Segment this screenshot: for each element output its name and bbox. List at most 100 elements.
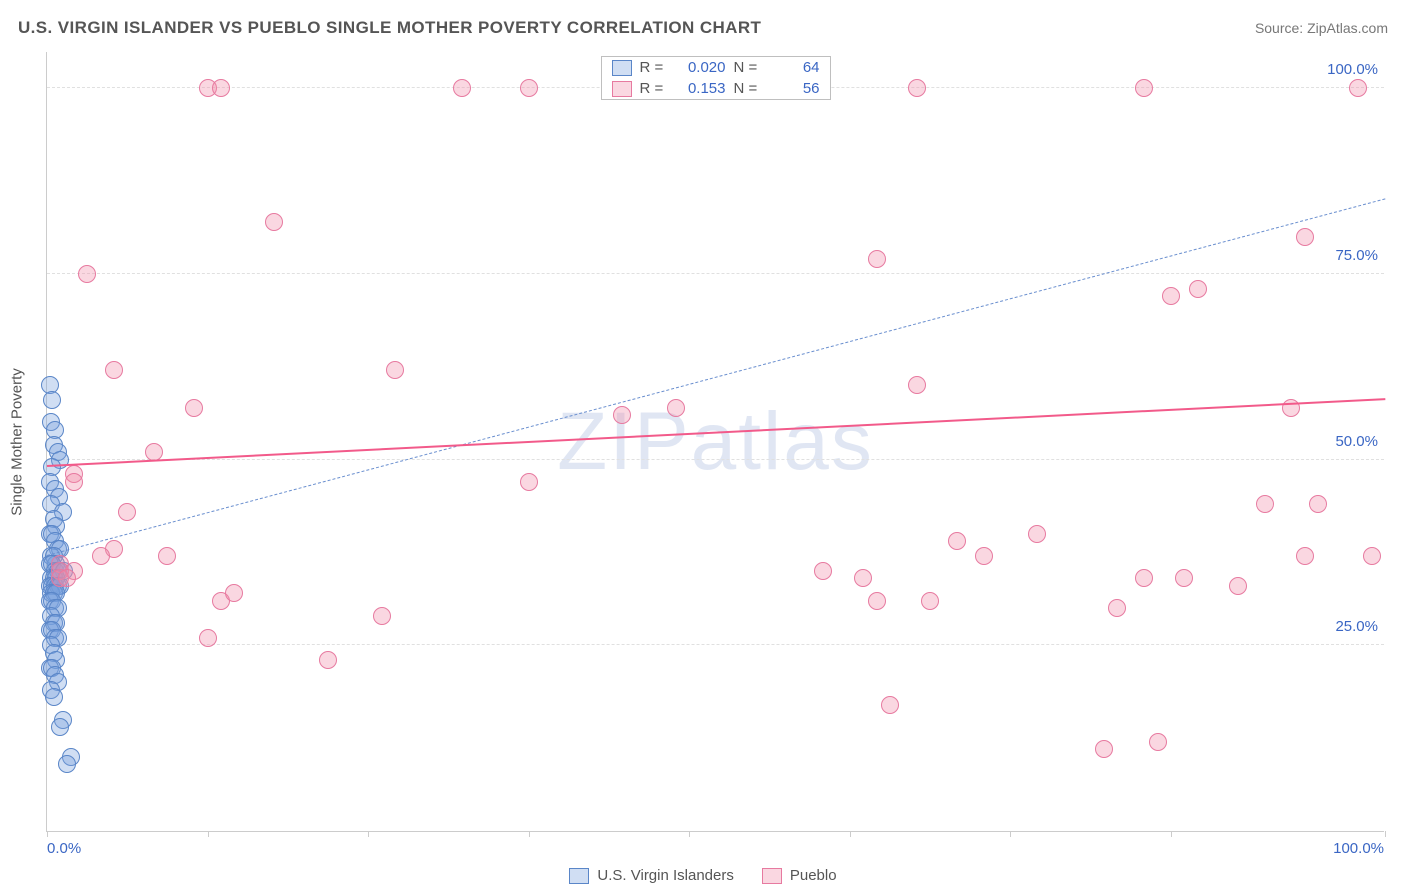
x-tick — [1171, 831, 1172, 837]
N-value: 64 — [770, 59, 820, 76]
scatter-point-b — [1095, 740, 1113, 758]
source-value: ZipAtlas.com — [1307, 20, 1388, 36]
R-value: 0.020 — [676, 59, 726, 76]
scatter-point-b — [1349, 79, 1367, 97]
scatter-point-b — [1282, 399, 1300, 417]
legend-label-a: U.S. Virgin Islanders — [597, 867, 733, 884]
stats-row-b: R = 0.153 N = 56 — [602, 78, 830, 99]
scatter-point-b — [92, 547, 110, 565]
scatter-point-b — [1229, 577, 1247, 595]
scatter-point-b — [212, 79, 230, 97]
scatter-point-b — [1296, 228, 1314, 246]
scatter-point-a — [43, 391, 61, 409]
x-tick-label: 0.0% — [47, 840, 81, 857]
x-tick — [208, 831, 209, 837]
N-label: N = — [734, 80, 762, 97]
scatter-point-b — [373, 607, 391, 625]
scatter-point-b — [65, 473, 83, 491]
scatter-point-b — [1028, 525, 1046, 543]
scatter-point-b — [225, 584, 243, 602]
chart-header: U.S. VIRGIN ISLANDER VS PUEBLO SINGLE MO… — [18, 18, 1388, 38]
legend-swatch-b — [762, 868, 782, 884]
correlation-stats-box: R = 0.020 N = 64 R = 0.153 N = 56 — [601, 56, 831, 100]
x-tick — [368, 831, 369, 837]
trend-line-a — [47, 199, 1385, 557]
R-label: R = — [640, 59, 668, 76]
scatter-point-b — [58, 569, 76, 587]
y-tick-label: 25.0% — [1335, 618, 1378, 635]
scatter-point-b — [881, 696, 899, 714]
legend-label-b: Pueblo — [790, 867, 837, 884]
scatter-point-b — [868, 592, 886, 610]
scatter-point-b — [908, 79, 926, 97]
plot-area: ZIPatlas Single Mother Poverty 25.0%50.0… — [46, 52, 1384, 832]
x-tick — [689, 831, 690, 837]
watermark: ZIPatlas — [557, 395, 874, 489]
y-axis-label: Single Mother Poverty — [9, 368, 26, 516]
scatter-point-b — [1149, 733, 1167, 751]
scatter-point-b — [948, 532, 966, 550]
scatter-point-b — [975, 547, 993, 565]
scatter-point-b — [1309, 495, 1327, 513]
scatter-point-b — [1189, 280, 1207, 298]
stats-row-a: R = 0.020 N = 64 — [602, 57, 830, 78]
x-tick — [850, 831, 851, 837]
scatter-point-b — [1363, 547, 1381, 565]
x-tick — [1385, 831, 1386, 837]
legend-item-a: U.S. Virgin Islanders — [569, 867, 733, 884]
x-tick-label: 100.0% — [1333, 840, 1384, 857]
scatter-point-b — [1175, 569, 1193, 587]
scatter-point-b — [868, 250, 886, 268]
scatter-point-b — [1296, 547, 1314, 565]
source-label: Source: — [1255, 20, 1303, 36]
scatter-point-b — [453, 79, 471, 97]
R-label: R = — [640, 80, 668, 97]
scatter-point-b — [520, 79, 538, 97]
stats-swatch — [612, 60, 632, 76]
scatter-point-b — [814, 562, 832, 580]
N-value: 56 — [770, 80, 820, 97]
x-tick — [47, 831, 48, 837]
chart-title: U.S. VIRGIN ISLANDER VS PUEBLO SINGLE MO… — [18, 18, 761, 38]
trend-line-b — [47, 398, 1385, 467]
gridline — [47, 273, 1384, 274]
scatter-point-b — [613, 406, 631, 424]
scatter-point-b — [520, 473, 538, 491]
x-tick — [1010, 831, 1011, 837]
scatter-point-b — [921, 592, 939, 610]
legend-swatch-a — [569, 868, 589, 884]
stats-swatch — [612, 81, 632, 97]
scatter-point-b — [78, 265, 96, 283]
y-tick-label: 75.0% — [1335, 247, 1378, 264]
scatter-plot: ZIPatlas Single Mother Poverty 25.0%50.0… — [46, 52, 1384, 832]
scatter-point-b — [1108, 599, 1126, 617]
scatter-point-b — [386, 361, 404, 379]
gridline — [47, 459, 1384, 460]
scatter-point-a — [51, 718, 69, 736]
scatter-point-b — [199, 629, 217, 647]
scatter-point-b — [1162, 287, 1180, 305]
scatter-point-b — [185, 399, 203, 417]
y-tick-label: 50.0% — [1335, 433, 1378, 450]
gridline — [47, 644, 1384, 645]
N-label: N = — [734, 59, 762, 76]
chart-source: Source: ZipAtlas.com — [1255, 20, 1388, 36]
y-tick-label: 100.0% — [1327, 61, 1378, 78]
x-tick — [529, 831, 530, 837]
R-value: 0.153 — [676, 80, 726, 97]
scatter-point-a — [45, 688, 63, 706]
scatter-point-b — [908, 376, 926, 394]
scatter-point-b — [854, 569, 872, 587]
scatter-point-b — [265, 213, 283, 231]
bottom-legend: U.S. Virgin Islanders Pueblo — [0, 867, 1406, 884]
scatter-point-b — [158, 547, 176, 565]
scatter-point-b — [105, 361, 123, 379]
scatter-point-b — [667, 399, 685, 417]
scatter-point-b — [319, 651, 337, 669]
scatter-point-b — [118, 503, 136, 521]
scatter-point-b — [1135, 569, 1153, 587]
scatter-point-b — [1135, 79, 1153, 97]
scatter-point-a — [58, 755, 76, 773]
scatter-point-b — [1256, 495, 1274, 513]
legend-item-b: Pueblo — [762, 867, 837, 884]
